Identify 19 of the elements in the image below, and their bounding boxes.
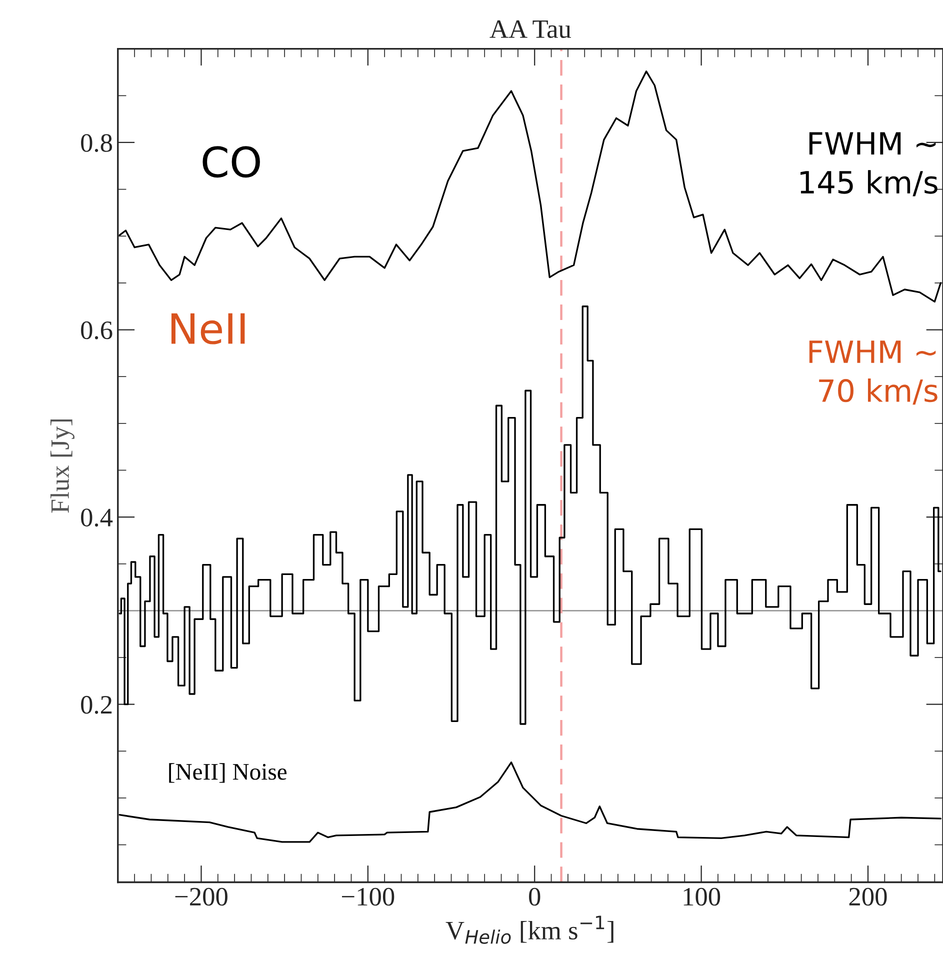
text: NeII xyxy=(171,313,245,344)
x-tick-label: 100 xyxy=(684,888,720,906)
y-tick-label: 0.8 xyxy=(81,134,112,152)
y-axis-title: Flux [Jy] xyxy=(50,419,74,513)
annotation: FWHM ~ 145 km/s xyxy=(800,132,938,196)
y-tick-label: 0.2 xyxy=(81,696,112,714)
line-series xyxy=(118,70,942,303)
y-tick-label: 0.6 xyxy=(81,321,112,340)
line-series xyxy=(118,762,942,843)
x-tick-label: −100 xyxy=(342,888,394,906)
y-tick-label: 0.4 xyxy=(81,508,113,527)
x-tick-label: 200 xyxy=(849,888,887,906)
x-tick-label: 0 xyxy=(529,888,540,906)
x-axis-title: V$_{Helio}$ [km s$^{−1}$] xyxy=(446,916,614,944)
chart-title: AA Tau xyxy=(490,20,571,38)
x-tick-label: −200 xyxy=(175,888,228,906)
series-label: [NeII] Noise xyxy=(169,763,287,783)
annotation: FWHM ~ 70 km/s xyxy=(809,340,938,405)
series-label: CO xyxy=(202,146,260,178)
